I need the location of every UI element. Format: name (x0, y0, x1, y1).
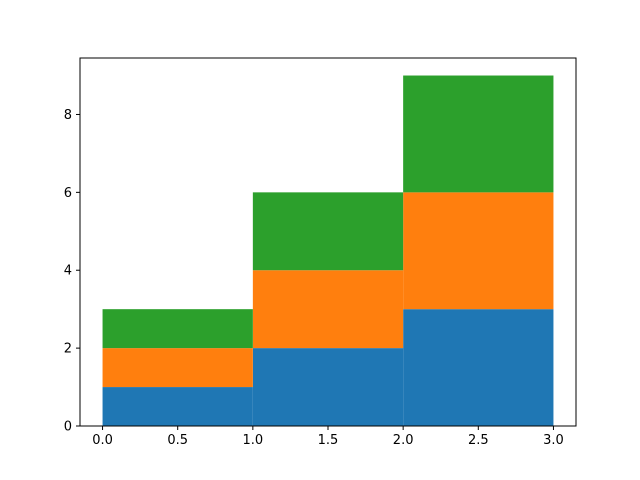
series-green-segment (403, 75, 554, 193)
x-tick-label: 0.0 (92, 433, 113, 448)
x-tick-label: 1.5 (318, 433, 339, 448)
x-tick-label: 1.0 (243, 433, 264, 448)
series-orange-segment (403, 192, 554, 310)
x-tick-label: 2.0 (393, 433, 414, 448)
series-green-segment (102, 309, 253, 349)
x-tick-label: 3.0 (543, 433, 564, 448)
series-blue-segment (403, 309, 554, 426)
series-blue-segment (102, 387, 253, 426)
y-tick-label: 6 (64, 186, 72, 201)
y-tick-label: 0 (64, 420, 72, 435)
y-tick-label: 8 (64, 108, 72, 123)
series-green-segment (252, 192, 404, 271)
y-tick-label: 4 (64, 264, 72, 279)
y-tick-label: 2 (64, 342, 72, 357)
series-orange-segment (102, 348, 253, 388)
series-orange-segment (252, 270, 404, 349)
x-tick-label: 0.5 (167, 433, 188, 448)
series-blue-segment (252, 348, 404, 426)
x-tick-label: 2.5 (468, 433, 489, 448)
